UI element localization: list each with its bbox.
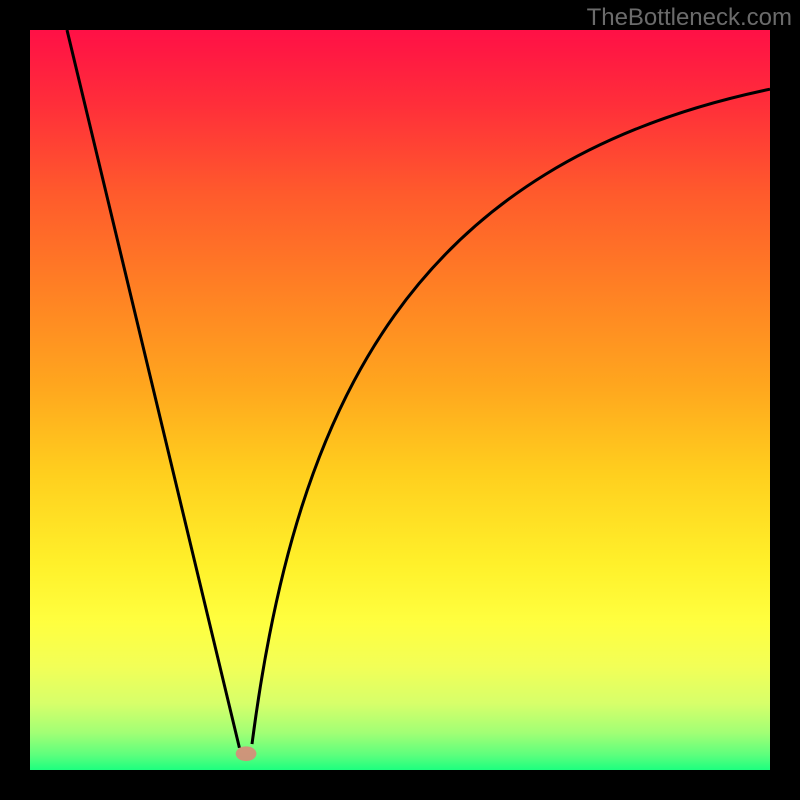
curve-right-branch (252, 89, 770, 744)
watermark-text: TheBottleneck.com (587, 4, 792, 32)
curve-left-branch (67, 30, 239, 748)
bottleneck-curve-layer (30, 30, 770, 770)
minimum-marker-dot (236, 746, 257, 761)
plot-area (30, 30, 770, 770)
